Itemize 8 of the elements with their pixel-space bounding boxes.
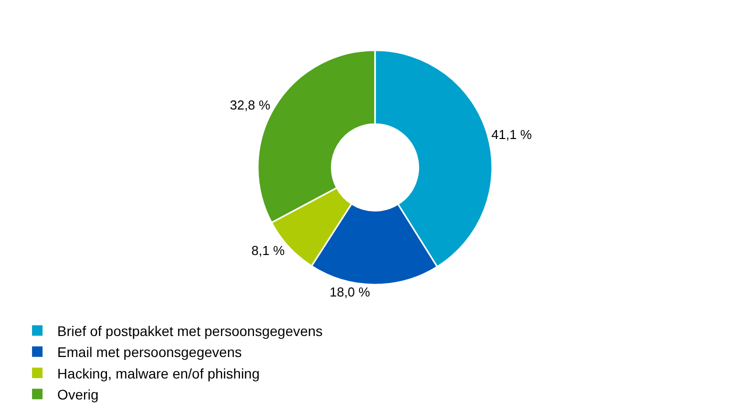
data-label: 18,0 % <box>330 284 371 300</box>
data-label: 32,8 % <box>230 98 271 113</box>
legend-label: Hacking, malware en/of phishing <box>57 365 260 382</box>
legend-label: Email met persoonsgegevens <box>57 344 242 360</box>
legend-label: Brief of postpakket met persoonsgegevens <box>57 322 323 339</box>
data-label: 41,1 % <box>491 127 532 142</box>
data-label: 8,1 % <box>251 242 286 258</box>
legend-label: Overig <box>57 386 99 402</box>
